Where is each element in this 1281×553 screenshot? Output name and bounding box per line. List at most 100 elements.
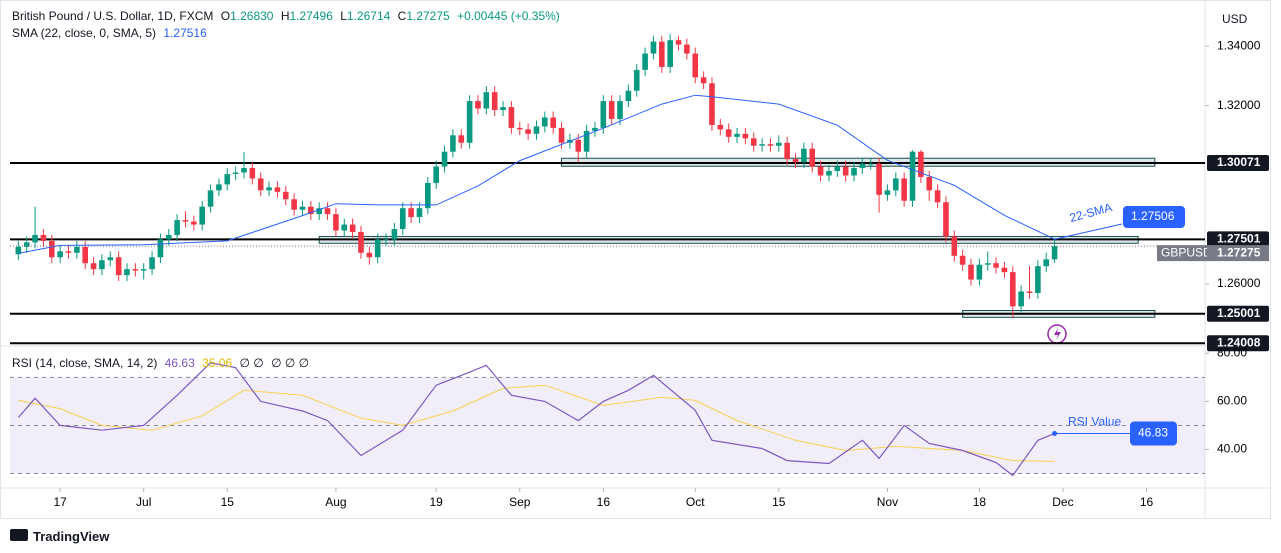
- candle-body: [934, 190, 941, 203]
- candle-body: [216, 184, 222, 191]
- candle-body: [257, 178, 264, 191]
- candle-body: [700, 77, 707, 84]
- candle-body: [867, 163, 874, 165]
- candle-body: [842, 166, 849, 176]
- y-tick-label: 60.00: [1217, 394, 1247, 408]
- candle-body: [249, 168, 256, 179]
- candle-body: [48, 240, 55, 258]
- candle-body: [232, 172, 239, 174]
- candle-body: [500, 107, 506, 111]
- candle-body: [366, 252, 373, 258]
- candle-body: [174, 220, 180, 235]
- ohlc-value: 1.27275: [406, 9, 450, 23]
- candle-body: [767, 144, 774, 146]
- candle-body: [959, 255, 966, 265]
- candle-body: [692, 53, 699, 78]
- candle-body: [224, 173, 231, 185]
- candle-body: [516, 127, 523, 130]
- ohlc-label: C: [397, 9, 407, 23]
- candle-body: [834, 166, 841, 172]
- candle-body: [207, 190, 214, 207]
- candle-body: [575, 139, 582, 152]
- ohlc-label: L: [340, 9, 347, 23]
- candle-body: [23, 242, 30, 247]
- candle-body: [525, 129, 531, 134]
- sma-pointer: [1054, 223, 1123, 240]
- candle-body: [74, 246, 80, 253]
- candle-body: [483, 92, 490, 109]
- event-icon[interactable]: [1047, 324, 1067, 344]
- candle-body: [617, 101, 623, 119]
- ohlc-value: 1.26714: [346, 9, 391, 23]
- candle-body: [433, 166, 439, 183]
- candle-body: [416, 208, 423, 218]
- candle-body: [149, 257, 155, 270]
- candle-body: [667, 40, 673, 67]
- candle-body: [57, 251, 63, 258]
- sma-badge-label: 1.27506: [1131, 209, 1175, 223]
- candle-body: [659, 41, 665, 67]
- candle-body: [124, 269, 130, 276]
- candle-body: [784, 142, 790, 160]
- candle-body: [32, 234, 38, 243]
- candle-body: [734, 133, 740, 137]
- candle-body: [333, 214, 339, 231]
- candle-body: [324, 208, 331, 215]
- candle-body: [1001, 267, 1008, 273]
- candle-body: [533, 126, 540, 134]
- x-tick-label: 15: [221, 495, 235, 509]
- candle-body: [993, 263, 999, 268]
- candle-body: [633, 69, 640, 91]
- ohlc-label: O: [220, 9, 231, 23]
- candle-body: [450, 135, 456, 152]
- candle-body: [408, 208, 414, 218]
- candle-body: [15, 246, 22, 255]
- x-tick-label: 19: [430, 495, 444, 509]
- candle-body: [1026, 291, 1033, 293]
- price-badge: [1207, 245, 1269, 262]
- sma-value: 1.27516: [163, 26, 207, 40]
- candle-body: [1009, 272, 1016, 307]
- x-tick-label: 16: [1140, 495, 1154, 509]
- ohlc-label: H: [280, 9, 290, 23]
- candle-body: [40, 234, 47, 241]
- candle-body: [709, 83, 715, 125]
- currency[interactable]: USD: [1222, 12, 1248, 26]
- brand-logo: [10, 529, 28, 541]
- candle-body: [99, 260, 105, 270]
- rsi-badge-label: 46.83: [1138, 426, 1168, 440]
- candle-body: [550, 117, 556, 128]
- level-badge: [1207, 231, 1269, 248]
- candle-body: [391, 229, 398, 240]
- level-badge: [1207, 154, 1269, 171]
- candle-body: [809, 148, 816, 167]
- y-tick-label: 1.34000: [1217, 38, 1261, 52]
- candle-body: [943, 202, 949, 237]
- symbol-legend: British Pound / U.S. Dollar, 1D, FXCM O1…: [12, 9, 564, 23]
- x-tick-label: Aug: [325, 495, 346, 509]
- candle-body: [717, 124, 724, 130]
- candle-body: [801, 148, 807, 163]
- candle-body: [759, 144, 765, 146]
- candle-body: [316, 208, 322, 215]
- candle-body: [893, 178, 899, 191]
- x-tick-label: Nov: [877, 495, 898, 509]
- x-tick-label: 15: [772, 495, 786, 509]
- rsi-legend: RSI (14, close, SMA, 14, 2) 46.63 35.06 …: [12, 356, 313, 370]
- candle-body: [976, 264, 983, 280]
- candle-body: [1035, 266, 1041, 293]
- ohlc-value: 1.26830: [230, 9, 274, 23]
- candle-body: [466, 101, 473, 143]
- candle-body: [374, 239, 381, 258]
- candle-body: [684, 44, 690, 54]
- candle-body: [926, 176, 933, 191]
- candle-body: [909, 151, 916, 201]
- candle-body: [725, 129, 732, 137]
- candle-body: [107, 257, 114, 261]
- candle-body: [1043, 259, 1050, 267]
- symbol-name: GBPUSD: [1161, 245, 1212, 259]
- x-tick-label: 18: [973, 495, 987, 509]
- candle-body: [241, 168, 247, 173]
